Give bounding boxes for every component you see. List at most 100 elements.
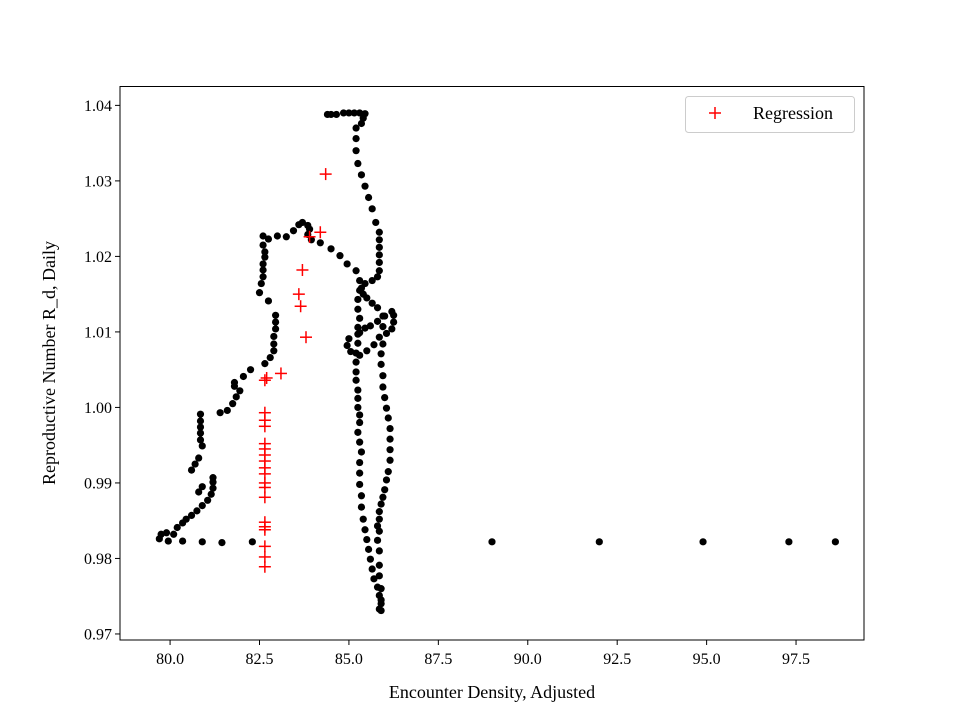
data-point [356, 351, 364, 359]
data-point [354, 339, 362, 347]
data-point [356, 329, 364, 337]
data-point [345, 109, 353, 117]
data-point [223, 406, 231, 415]
regression-point [258, 560, 271, 573]
data-point [373, 273, 382, 281]
y-axis: 0.97 0.98 0.99 1.00 1.01 1.02 1.03 1.04 [84, 98, 120, 643]
regression-point [314, 226, 327, 239]
data-point [264, 235, 273, 243]
data-point [259, 260, 267, 268]
data-point [352, 376, 360, 384]
data-point [375, 267, 383, 275]
data-point [381, 394, 389, 402]
data-point [204, 496, 212, 504]
data-point [259, 266, 267, 274]
regression-point [296, 263, 309, 276]
regression-point [258, 540, 271, 553]
regression-point [294, 300, 307, 313]
data-point [384, 468, 392, 476]
x-tick-label: 90.0 [514, 651, 542, 668]
data-point [343, 260, 351, 268]
data-point [368, 205, 376, 213]
data-point [375, 228, 383, 236]
data-point [198, 501, 206, 510]
data-point [236, 387, 244, 395]
data-point [356, 109, 364, 117]
data-point [198, 538, 206, 546]
data-point [831, 538, 839, 546]
data-point [347, 347, 355, 356]
data-point [370, 575, 378, 583]
data-point [357, 448, 366, 456]
plot-frame [119, 86, 865, 641]
data-point [361, 182, 369, 190]
data-point [339, 109, 348, 117]
data-point [196, 417, 205, 425]
data-point [246, 366, 255, 374]
data-point [270, 332, 278, 341]
series-layer [155, 109, 839, 615]
regression-point [303, 230, 316, 243]
data-point [388, 325, 396, 333]
y-tick-label: 1.03 [84, 173, 112, 190]
data-point [323, 110, 332, 119]
data-point [373, 317, 382, 325]
data-point [354, 403, 362, 412]
data-point [364, 545, 373, 553]
data-point [266, 353, 274, 362]
legend-marker-regression [709, 107, 721, 119]
data-point [379, 493, 387, 501]
data-point [377, 360, 385, 368]
data-point [356, 418, 364, 427]
data-point [375, 251, 383, 259]
data-point [216, 409, 224, 417]
legend-box [685, 96, 855, 133]
data-point [373, 536, 382, 544]
data-point [386, 435, 394, 443]
data-point [363, 535, 371, 544]
data-point [386, 456, 394, 464]
regression-point [292, 288, 305, 301]
data-point [259, 273, 267, 281]
data-point [356, 480, 364, 489]
data-point [361, 526, 369, 534]
data-point [377, 500, 385, 508]
data-point [261, 253, 269, 261]
data-point [343, 341, 351, 350]
data-point [384, 414, 392, 422]
legend: Regression [685, 96, 855, 133]
x-tick-label: 82.5 [246, 651, 274, 668]
x-tick-label: 85.0 [335, 651, 363, 668]
data-point [270, 340, 278, 348]
data-point [375, 333, 383, 341]
data-point [354, 386, 362, 394]
x-tick-label: 97.5 [782, 651, 810, 668]
data-point [196, 410, 205, 418]
data-point [375, 258, 383, 267]
data-point [352, 358, 360, 366]
data-point [352, 135, 360, 143]
data-point [377, 350, 385, 358]
regression-point [258, 523, 271, 536]
data-point [270, 347, 278, 355]
data-point [196, 436, 205, 444]
data-point [336, 252, 344, 260]
data-point [209, 474, 217, 482]
data-point [375, 572, 383, 580]
data-point [382, 404, 391, 412]
data-point [261, 248, 269, 256]
data-point [261, 360, 269, 368]
x-tick-label: 80.0 [156, 651, 184, 668]
data-point [352, 124, 360, 132]
data-point [379, 340, 387, 348]
data-point [357, 171, 366, 179]
data-point [191, 460, 199, 468]
y-tick-label: 1.00 [84, 400, 112, 417]
data-point [187, 511, 196, 520]
data-point [595, 538, 603, 546]
data-point [356, 411, 364, 419]
x-tick-label: 95.0 [693, 651, 721, 668]
data-point [259, 241, 267, 249]
data-point [357, 503, 366, 511]
